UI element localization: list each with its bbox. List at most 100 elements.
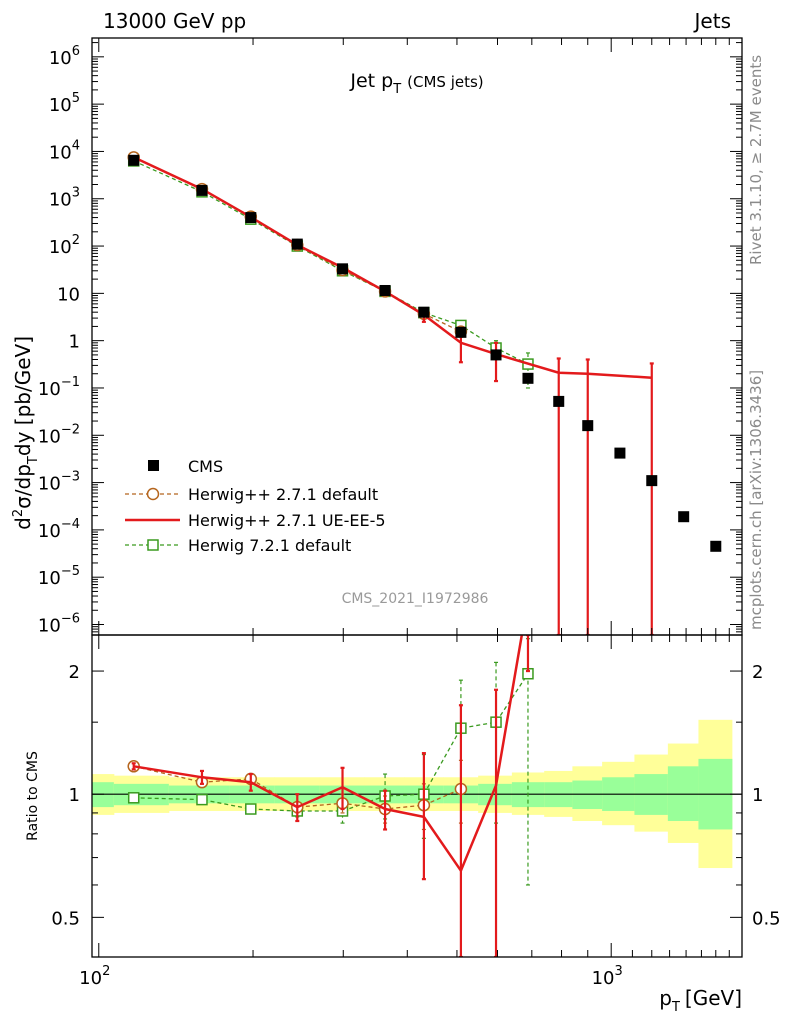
ratio-y-tick-label-right: 2	[752, 662, 763, 683]
main-cms-point	[646, 475, 658, 487]
xlabel-sub: T	[671, 1000, 680, 1015]
ratio-y-axis-label: Ratio to CMS	[25, 751, 41, 841]
legend-marker-cms	[148, 460, 159, 471]
header-left: 13000 GeV pp	[103, 9, 246, 33]
main-cms-point	[490, 349, 502, 361]
legend-label-h271ue: Herwig++ 2.7.1 UE-EE-5	[188, 511, 386, 530]
tick-exponent: −6	[61, 612, 80, 627]
main-cms-point	[245, 212, 257, 224]
ratio-h721-point	[245, 803, 257, 815]
tick-mantissa: 10	[38, 521, 61, 542]
ratio-y-tick-label: 1	[69, 785, 80, 806]
main-y-tick-label: 1	[69, 332, 80, 353]
legend-marker-h721	[147, 539, 159, 551]
ratio-h271def-line	[133, 765, 462, 810]
main-plot-layers	[127, 151, 722, 635]
legend-label-h721: Herwig 7.2.1 default	[188, 536, 351, 555]
xlabel-main: p	[659, 986, 672, 1010]
ylabel-part-2: 2	[11, 509, 26, 517]
tick-mantissa: 10	[49, 237, 72, 258]
tick-mantissa: 10	[57, 284, 80, 305]
ratio-plot-layers	[92, 635, 742, 957]
analysis-annotation: CMS_2021_I1972986	[342, 591, 489, 607]
tick-mantissa: 10	[49, 142, 72, 163]
tick-exponent: −1	[61, 375, 80, 390]
tick-mantissa: 10	[49, 190, 72, 211]
ratio-h721-line	[133, 673, 529, 812]
xlabel-unit: [GeV]	[685, 986, 742, 1010]
main-cms-point	[196, 184, 208, 196]
tick-mantissa: 10	[38, 379, 61, 400]
main-y-axis-label: d2σ/dpTdy [pb/GeV]	[11, 336, 41, 530]
main-y-tick-label: 10−1	[38, 375, 80, 400]
main-y-tick-label: 103	[49, 186, 80, 211]
main-cms-point	[128, 154, 140, 166]
ratio-y-tick-label-right: 1	[752, 785, 763, 806]
ratio-frame	[91, 634, 743, 958]
tick-mantissa: 1	[69, 332, 80, 353]
tick-exponent: 5	[72, 91, 80, 106]
ratio-h721-point	[196, 793, 208, 806]
main-cms-point	[582, 420, 594, 432]
main-cms-point	[291, 238, 303, 250]
main-y-tick-label: 104	[49, 138, 80, 163]
legend-label-h271def: Herwig++ 2.7.1 default	[188, 485, 378, 504]
title-main: Jet p	[349, 70, 393, 92]
legend: CMS Herwig++ 2.7.1 default Herwig++ 2.7.…	[125, 457, 386, 555]
ylabel-part-3: σ/dp	[11, 464, 35, 509]
ratio-h271ue-line	[133, 635, 524, 874]
main-cms-point	[678, 511, 690, 523]
tick-mantissa: 10	[38, 568, 61, 589]
tick-exponent: 4	[72, 138, 80, 153]
tick-exponent: −2	[61, 422, 80, 437]
main-y-tick-label: 10−4	[38, 517, 80, 542]
main-cms-point	[614, 447, 626, 459]
tick-exponent: 2	[102, 964, 110, 979]
main-y-tick-label: 10−2	[38, 422, 80, 447]
main-y-tick-label: 10−6	[38, 612, 80, 637]
tick-exponent: 6	[72, 44, 80, 59]
legend-label-cms: CMS	[188, 457, 223, 476]
main-y-tick-label: 102	[49, 233, 80, 258]
main-axis-ticks: 10610510410310210110−110−210−310−410−510…	[38, 38, 742, 637]
tick-mantissa: 10	[38, 474, 61, 495]
tick-exponent: −5	[61, 564, 80, 579]
main-y-tick-label: 10−5	[38, 564, 80, 589]
tick-mantissa: 10	[592, 968, 615, 989]
main-y-tick-label: 105	[49, 91, 80, 116]
ratio-y-tick-label: 0.5	[51, 908, 80, 929]
ratio-x-axis-label: pT [GeV]	[659, 986, 742, 1015]
tick-mantissa: 10	[79, 968, 102, 989]
main-cms-point	[522, 372, 534, 384]
main-cms-point	[553, 395, 565, 407]
ratio-x-tick-label: 102	[79, 964, 110, 989]
main-y-tick-label: 10−3	[38, 470, 80, 495]
ratio-y-tick-label: 2	[69, 662, 80, 683]
main-title: Jet pT (CMS jets)	[349, 70, 483, 97]
ratio-x-tick-label: 103	[592, 964, 623, 989]
tick-exponent: 3	[72, 186, 80, 201]
title-sub: T	[392, 82, 401, 97]
tick-exponent: 3	[615, 964, 623, 979]
tick-exponent: −4	[61, 517, 80, 532]
ylabel-part-5: dy [pb/GeV]	[11, 336, 35, 456]
header-right: Jets	[693, 9, 731, 33]
legend-marker-h271def	[146, 487, 160, 501]
side-label-rivet: Rivet 3.1.10, ≥ 2.7M events	[747, 55, 765, 265]
title-extra: (CMS jets)	[407, 73, 484, 91]
tick-mantissa: 10	[38, 426, 61, 447]
main-cms-point	[455, 326, 467, 338]
main-cms-point	[379, 284, 391, 296]
tick-exponent: 2	[72, 233, 80, 248]
ratio-h721-point	[127, 792, 140, 804]
tick-mantissa: 10	[49, 48, 72, 69]
tick-mantissa: 10	[38, 616, 61, 637]
main-cms-point	[418, 306, 430, 318]
side-label-mcplots: mcplots.cern.ch [arXiv:1306.3436]	[747, 370, 765, 630]
main-y-tick-label: 106	[49, 44, 80, 69]
ylabel-part-4: T	[26, 456, 41, 465]
tick-exponent: −3	[61, 470, 80, 485]
